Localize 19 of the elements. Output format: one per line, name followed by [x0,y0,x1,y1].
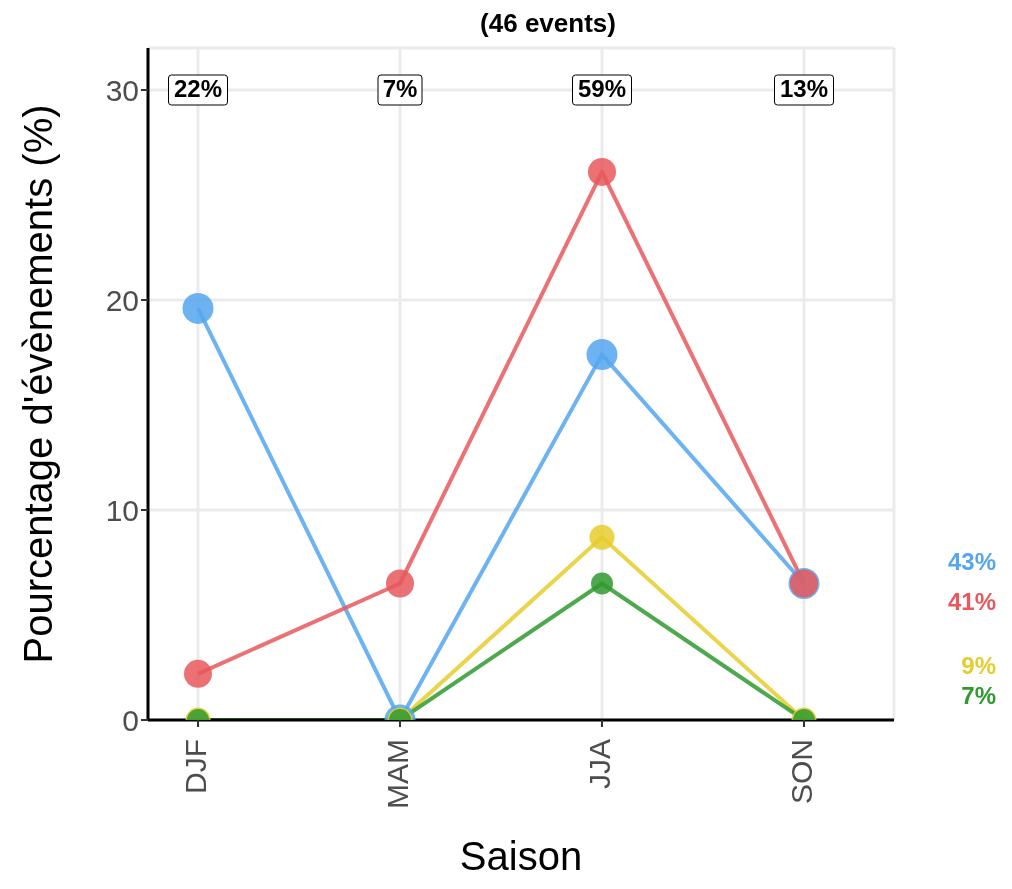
annotation: 59% [577,75,627,103]
annotation: 7% [382,75,418,103]
text: 41% [947,587,996,615]
text: 43% [947,547,996,575]
text: 7% [961,682,996,710]
y-tick-label: 20 [105,283,139,317]
y-tick-label: 10 [105,493,139,527]
x-tick-label: DJF [178,739,212,794]
x-tick-label: SON [784,739,818,805]
y-axis-title: Pourcentage d'évènements (%) [16,104,61,664]
x-tick-label: MAM [380,739,414,809]
y-tick-label: 30 [105,73,139,107]
annotation: 22% [173,75,223,103]
text: 9% [961,652,996,680]
y-tick-label: 0 [122,703,139,737]
x-axis-title: Saison [459,834,583,878]
x-tick-label: JJA [582,739,616,790]
annotation: 13% [779,75,829,103]
chart-title: (46 events) [479,8,617,39]
